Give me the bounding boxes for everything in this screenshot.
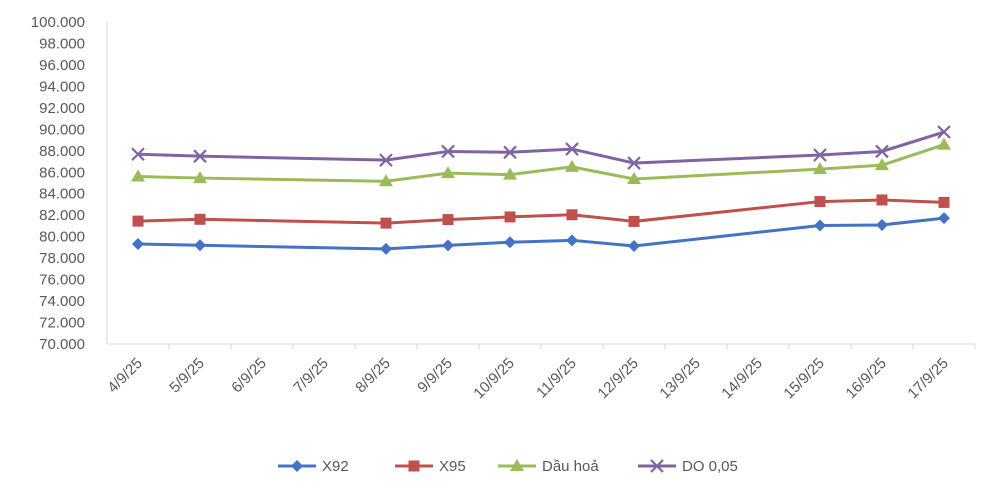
data-point xyxy=(813,162,827,175)
series-3 xyxy=(131,125,951,170)
data-point xyxy=(628,240,640,253)
x-axis-ticks: 4/9/25 5/9/25 6/9/25 7/9/25 8/9/25 9/9/25 10/9… xyxy=(104,344,976,402)
y-tick-label: 82.000 xyxy=(39,207,85,224)
y-tick-label: 80.000 xyxy=(39,229,85,246)
data-point xyxy=(565,142,579,156)
y-tick-label: 72.000 xyxy=(39,315,85,332)
data-point xyxy=(814,219,826,232)
data-point xyxy=(380,242,392,255)
data-point xyxy=(441,166,455,179)
data-point xyxy=(875,158,889,171)
legend-marker xyxy=(291,460,303,472)
data-point xyxy=(565,159,579,172)
data-point xyxy=(503,145,517,160)
legend-item: X95 xyxy=(395,458,466,475)
series-layer xyxy=(131,125,951,255)
data-point xyxy=(132,237,144,250)
series-1 xyxy=(132,194,950,229)
data-point xyxy=(379,174,393,187)
x-tick-label: 13/9/25 xyxy=(656,355,703,402)
series-line xyxy=(137,198,945,225)
y-tick-label: 70.000 xyxy=(39,336,85,353)
data-point xyxy=(441,144,455,159)
data-point xyxy=(380,217,392,229)
x-tick-label: 8/9/25 xyxy=(352,355,394,397)
y-tick-label: 100.000 xyxy=(31,14,85,31)
x-tick-label: 16/9/25 xyxy=(842,355,889,402)
y-tick-label: 96.000 xyxy=(39,57,85,74)
legend-label: X92 xyxy=(322,458,349,475)
y-tick-label: 76.000 xyxy=(39,272,85,289)
legend-marker xyxy=(510,459,524,471)
x-tick-label: 4/9/25 xyxy=(104,355,146,397)
legend-marker xyxy=(650,459,664,473)
data-point xyxy=(504,211,516,223)
y-tick-label: 88.000 xyxy=(39,143,85,160)
x-tick-label: 9/9/25 xyxy=(414,355,456,397)
x-tick-label: 6/9/25 xyxy=(228,355,270,397)
legend: X92 X95 Dầu hoả DO 0,05 xyxy=(278,458,738,475)
y-tick-label: 98.000 xyxy=(39,35,85,52)
data-point xyxy=(193,149,207,163)
y-tick-label: 84.000 xyxy=(39,186,85,203)
y-tick-label: 78.000 xyxy=(39,250,85,267)
data-point xyxy=(442,214,454,226)
legend-marker xyxy=(408,460,420,472)
y-axis-ticks: 70.000 72.000 74.000 76.000 78.000 80.000 82.0… xyxy=(31,14,85,353)
legend-label: Dầu hoả xyxy=(542,458,599,475)
series-line xyxy=(137,216,945,251)
data-point xyxy=(193,171,207,184)
data-point xyxy=(566,209,578,221)
data-point xyxy=(937,137,951,150)
data-point xyxy=(131,147,145,162)
data-point xyxy=(876,218,888,231)
legend-label: X95 xyxy=(439,458,466,475)
legend-item: DO 0,05 xyxy=(638,458,738,475)
data-point xyxy=(938,196,950,208)
legend-item: X92 xyxy=(278,458,349,475)
y-tick-label: 74.000 xyxy=(39,293,85,310)
x-tick-label: 14/9/25 xyxy=(718,355,765,402)
legend-label: DO 0,05 xyxy=(682,458,738,475)
x-tick-label: 11/9/25 xyxy=(533,355,580,402)
data-point xyxy=(194,213,206,225)
y-tick-label: 92.000 xyxy=(39,100,85,117)
data-point xyxy=(813,148,827,162)
x-tick-label: 10/9/25 xyxy=(470,355,517,402)
data-point xyxy=(132,215,144,227)
data-point xyxy=(379,153,393,167)
x-tick-label: 7/9/25 xyxy=(290,355,332,397)
data-point xyxy=(814,196,826,208)
x-tick-label: 15/9/25 xyxy=(780,355,827,402)
y-tick-label: 86.000 xyxy=(39,164,85,181)
y-tick-label: 94.000 xyxy=(39,78,85,95)
chart-axes xyxy=(106,22,975,345)
x-tick-label: 5/9/25 xyxy=(166,355,208,397)
data-point xyxy=(131,169,145,182)
data-point xyxy=(937,125,951,139)
data-point xyxy=(194,239,206,252)
data-point xyxy=(938,212,950,225)
data-point xyxy=(442,239,454,252)
data-point xyxy=(628,215,640,227)
series-line xyxy=(137,143,945,183)
data-point xyxy=(503,167,517,180)
series-line xyxy=(137,130,945,165)
series-0 xyxy=(132,212,950,255)
data-point xyxy=(875,144,889,159)
data-point xyxy=(627,172,641,185)
x-tick-label: 12/9/25 xyxy=(594,355,641,402)
x-tick-label: 17/9/25 xyxy=(904,355,951,402)
legend-item: Dầu hoả xyxy=(498,458,599,475)
data-point xyxy=(504,236,516,249)
data-point xyxy=(876,194,888,206)
data-point xyxy=(627,156,641,170)
data-point xyxy=(566,234,578,247)
y-tick-label: 90.000 xyxy=(39,121,85,138)
series-2 xyxy=(131,137,951,187)
